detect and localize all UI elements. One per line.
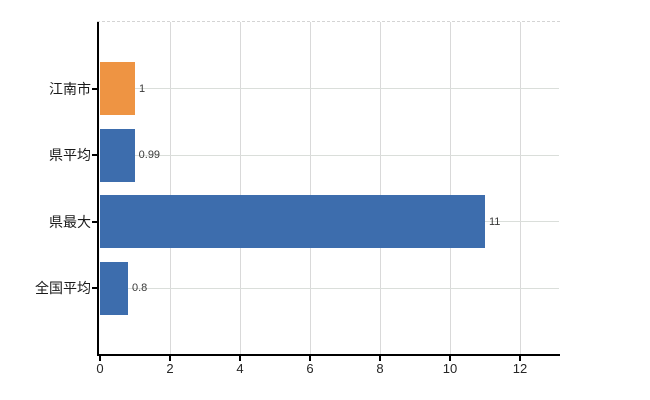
x-tick-label: 0 bbox=[96, 361, 104, 376]
y-axis-line bbox=[97, 22, 99, 355]
x-tick-mark bbox=[449, 356, 451, 361]
category-gridline bbox=[100, 88, 559, 90]
category-gridline bbox=[100, 287, 559, 289]
x-tick-label: 6 bbox=[306, 361, 314, 376]
x-axis-line bbox=[97, 354, 560, 356]
category-label: 県平均 bbox=[49, 147, 91, 164]
x-tick-label: 2 bbox=[166, 361, 174, 376]
x-gridline bbox=[449, 22, 451, 354]
category-label: 江南市 bbox=[49, 80, 91, 97]
x-tick-mark bbox=[169, 356, 171, 361]
bar-value-label: 0.8 bbox=[132, 282, 148, 295]
bar-value-label: 11 bbox=[489, 215, 501, 228]
x-gridline bbox=[379, 22, 381, 354]
x-gridline bbox=[169, 22, 171, 354]
bar-value-label: 0.99 bbox=[138, 149, 161, 162]
y-tick-mark bbox=[92, 154, 98, 157]
x-tick-mark bbox=[519, 356, 521, 361]
y-tick-mark bbox=[92, 87, 98, 90]
bar-県平均 bbox=[100, 128, 135, 182]
bar-value-label: 1 bbox=[139, 82, 146, 95]
x-gridline bbox=[239, 22, 241, 354]
x-tick-label: 8 bbox=[376, 361, 384, 376]
category-label: 全国平均 bbox=[35, 280, 91, 297]
y-tick-mark bbox=[92, 287, 98, 290]
x-tick-label: 10 bbox=[442, 361, 458, 376]
category-label: 県最大 bbox=[49, 213, 91, 230]
x-tick-mark bbox=[379, 356, 381, 361]
bar-全国平均 bbox=[100, 261, 128, 315]
x-tick-mark bbox=[99, 356, 101, 361]
x-gridline bbox=[519, 22, 521, 354]
x-tick-label: 4 bbox=[236, 361, 244, 376]
x-tick-label: 12 bbox=[512, 361, 528, 376]
bar-県最大 bbox=[100, 195, 485, 249]
bar-江南市 bbox=[100, 62, 135, 116]
y-tick-mark bbox=[92, 220, 98, 223]
x-tick-mark bbox=[239, 356, 241, 361]
category-gridline bbox=[100, 154, 559, 156]
x-gridline bbox=[309, 22, 311, 354]
x-tick-mark bbox=[309, 356, 311, 361]
plot-area-top-border bbox=[97, 21, 560, 22]
